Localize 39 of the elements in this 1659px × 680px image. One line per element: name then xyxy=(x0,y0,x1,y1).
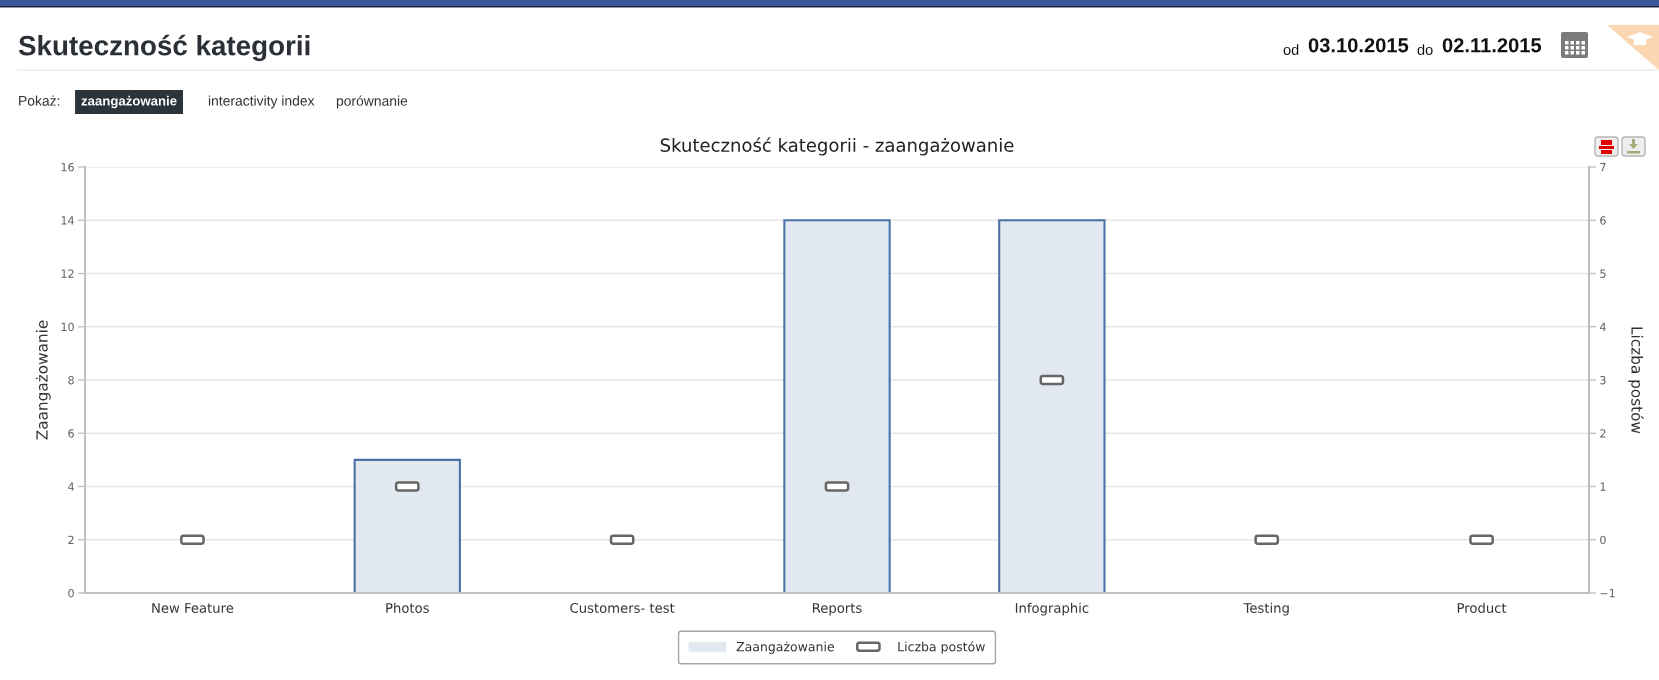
y-axis-title: Zaangażowanie xyxy=(35,320,51,440)
y2-tick-label: 7 xyxy=(1600,163,1606,172)
text: interactivity index xyxy=(208,95,315,109)
y-tick-label: 14 xyxy=(61,216,74,225)
y-tick-label: 0 xyxy=(68,588,74,598)
y2-tick-label: 3 xyxy=(1600,375,1606,385)
x-tick-label: Infographic xyxy=(1015,602,1089,616)
y-tick-label: 4 xyxy=(68,482,74,491)
y-tick-label: 6 xyxy=(68,429,74,438)
x-tick-label: Reports xyxy=(812,603,862,616)
y-tick-label: 16 xyxy=(61,162,74,172)
text: porównanie xyxy=(336,95,408,109)
text: 02.11.2015 xyxy=(1442,38,1542,53)
x-tick-label: Photos xyxy=(386,602,429,613)
y-tick-label: 8 xyxy=(68,375,74,385)
text: Pokaż: xyxy=(19,95,60,106)
x-tick-label: Customers- test xyxy=(570,602,675,613)
y2-tick-label: 6 xyxy=(1600,216,1606,225)
y2-tick-label: 4 xyxy=(1599,322,1606,331)
chart-title: Skuteczność kategorii - zaangażowanie xyxy=(660,137,1014,156)
legend-label: Liczba postów xyxy=(898,641,985,654)
y2-tick-label: 5 xyxy=(1600,269,1606,278)
x-tick-label: New Feature xyxy=(152,603,234,613)
x-tick-label: Testing xyxy=(1243,602,1289,616)
y2-tick-label: −1 xyxy=(1600,589,1615,598)
legend-label: Zaangażowanie xyxy=(736,641,834,654)
text: do xyxy=(1417,44,1433,55)
x-tick-label: Product xyxy=(1457,602,1507,613)
y-tick-label: 2 xyxy=(68,535,74,544)
y-tick-label: 10 xyxy=(61,322,74,332)
text: 03.10.2015 xyxy=(1308,38,1409,53)
text: Skuteczność kategorii xyxy=(18,34,310,62)
y2-tick-label: 2 xyxy=(1600,429,1606,438)
y-tick-label: 12 xyxy=(61,269,74,278)
text: od xyxy=(1283,44,1299,55)
y2-tick-label: 0 xyxy=(1600,535,1606,545)
y2-tick-label: 1 xyxy=(1600,482,1606,491)
y2-axis-title: Liczba postów xyxy=(1628,327,1644,434)
text: zaangażowanie xyxy=(81,95,177,109)
